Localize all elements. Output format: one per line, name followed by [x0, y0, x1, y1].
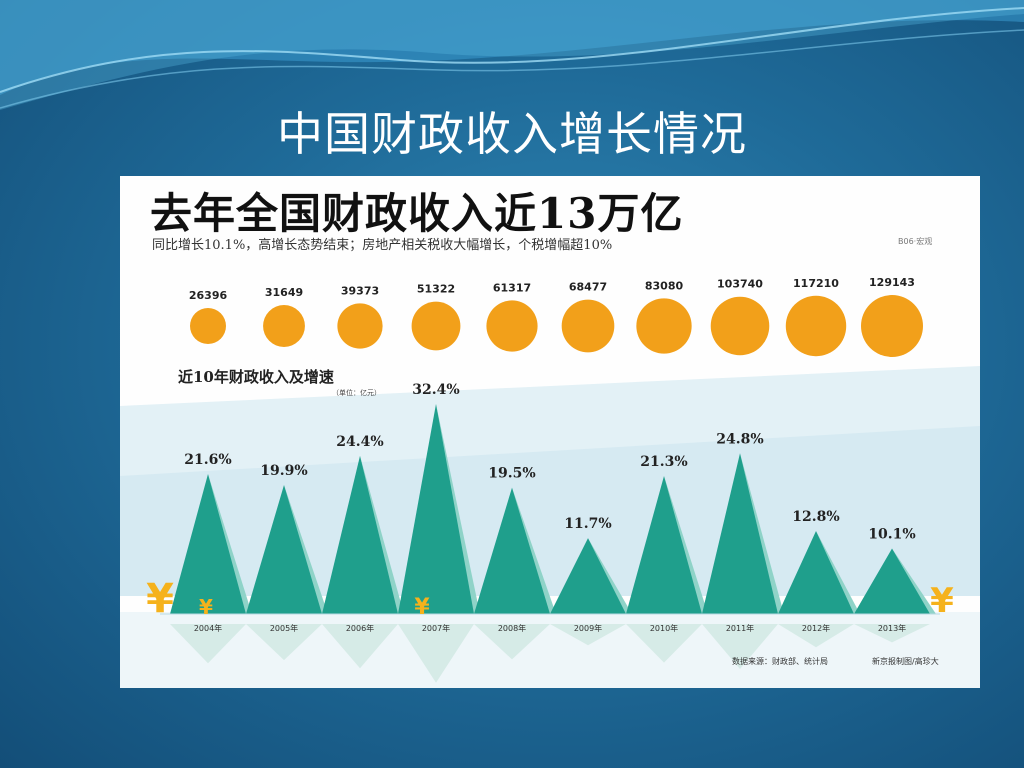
year-label: 2007年 — [422, 623, 450, 633]
year-label: 2013年 — [878, 623, 906, 633]
growth-triangle — [398, 404, 474, 614]
year-label: 2008年 — [498, 623, 526, 633]
footnote-source: 数据来源：财政部、统计局 — [732, 657, 828, 666]
growth-triangle-reflection — [170, 624, 246, 664]
revenue-label: 31649 — [265, 286, 303, 299]
growth-triangle — [778, 531, 854, 614]
growth-triangle-reflection — [854, 624, 930, 643]
background-waves — [0, 0, 1024, 110]
growth-triangle — [626, 475, 702, 614]
yen-icon: ¥ — [930, 581, 954, 621]
yen-icon: ¥ — [146, 576, 174, 622]
growth-triangle — [322, 455, 398, 614]
year-label: 2006年 — [346, 623, 374, 633]
yen-icon: ¥ — [199, 595, 213, 619]
revenue-circle — [785, 295, 847, 357]
growth-rate-label: 21.6% — [184, 452, 231, 468]
year-label: 2010年 — [650, 623, 678, 633]
growth-rate-label: 11.7% — [564, 516, 611, 532]
growth-triangle — [550, 538, 626, 614]
growth-rate-label: 24.8% — [716, 431, 763, 447]
revenue-label: 68477 — [569, 281, 607, 294]
growth-triangle-reflection — [246, 624, 322, 661]
growth-triangle-shadow — [816, 531, 860, 614]
infographic-headline: 去年全国财政收入近13万亿 — [150, 189, 684, 238]
growth-triangle-reflection — [626, 624, 702, 663]
slide-title: 中国财政收入增长情况 — [277, 107, 747, 161]
growth-triangle — [246, 485, 322, 614]
infographic-panel: 26396 21.6% 2004年 31649 19.9% 2005年 39373 24.4%… — [120, 176, 980, 688]
growth-rate-label: 19.9% — [260, 463, 307, 479]
growth-triangle-shadow — [740, 453, 784, 614]
section-title: 近10年财政收入及增速 — [178, 368, 334, 386]
growth-triangle-reflection — [702, 624, 778, 670]
revenue-label: 51322 — [417, 283, 455, 296]
revenue-circle — [263, 305, 305, 347]
growth-triangle — [170, 474, 246, 614]
revenue-circle — [411, 301, 461, 351]
year-label: 2009年 — [574, 623, 602, 633]
yen-icon: ¥ — [414, 595, 430, 620]
revenue-label: 39373 — [341, 284, 379, 297]
revenue-label: 129143 — [869, 276, 915, 289]
growth-rate-label: 10.1% — [868, 527, 915, 543]
growth-rate-label: 12.8% — [792, 509, 839, 525]
growth-triangle-reflection — [550, 624, 626, 646]
growth-rate-label: 21.3% — [640, 454, 687, 470]
growth-triangle-reflection — [474, 624, 550, 660]
growth-triangle — [474, 487, 550, 614]
year-label: 2004年 — [194, 623, 222, 633]
infographic-subtitle: 同比增长10.1%，高增长态势结束；房地产相关税收大幅增长，个税增幅超10% — [152, 238, 613, 253]
year-label: 2011年 — [726, 623, 754, 633]
year-label: 2012年 — [802, 623, 830, 633]
growth-triangle-shadow — [208, 474, 252, 614]
growth-rate-label: 32.4% — [412, 382, 459, 398]
revenue-label: 83080 — [645, 279, 684, 292]
growth-triangle-shadow — [284, 485, 328, 614]
source-tag: B06·宏观 — [898, 237, 933, 246]
growth-triangle — [702, 453, 778, 614]
growth-triangle-reflection — [778, 624, 854, 648]
growth-rate-label: 19.5% — [488, 466, 535, 482]
revenue-circle — [337, 303, 383, 349]
growth-triangle-shadow — [360, 455, 404, 614]
footnote-credit: 新京报制图/高珍大 — [872, 657, 939, 666]
unit-note: （单位：亿元） — [332, 389, 381, 397]
growth-triangle — [854, 548, 930, 614]
revenue-circle — [710, 296, 770, 356]
growth-triangle-reflection — [398, 624, 474, 683]
reflection-band — [120, 612, 980, 688]
revenue-circle — [861, 295, 923, 357]
revenue-label: 103740 — [717, 278, 763, 291]
revenue-label: 26396 — [189, 289, 228, 302]
growth-triangle-reflection — [322, 624, 398, 669]
growth-triangle-shadow — [436, 404, 480, 614]
year-label: 2005年 — [270, 623, 298, 633]
revenue-circle — [486, 300, 538, 352]
growth-triangle-shadow — [892, 548, 936, 614]
revenue-circle — [190, 308, 226, 344]
growth-chart: 26396 21.6% 2004年 31649 19.9% 2005年 39373 24.4%… — [120, 276, 980, 688]
growth-rate-label: 24.4% — [336, 434, 383, 450]
revenue-circle — [636, 298, 692, 354]
revenue-label: 117210 — [793, 277, 839, 290]
revenue-circle — [561, 299, 615, 353]
revenue-label: 61317 — [493, 281, 531, 294]
